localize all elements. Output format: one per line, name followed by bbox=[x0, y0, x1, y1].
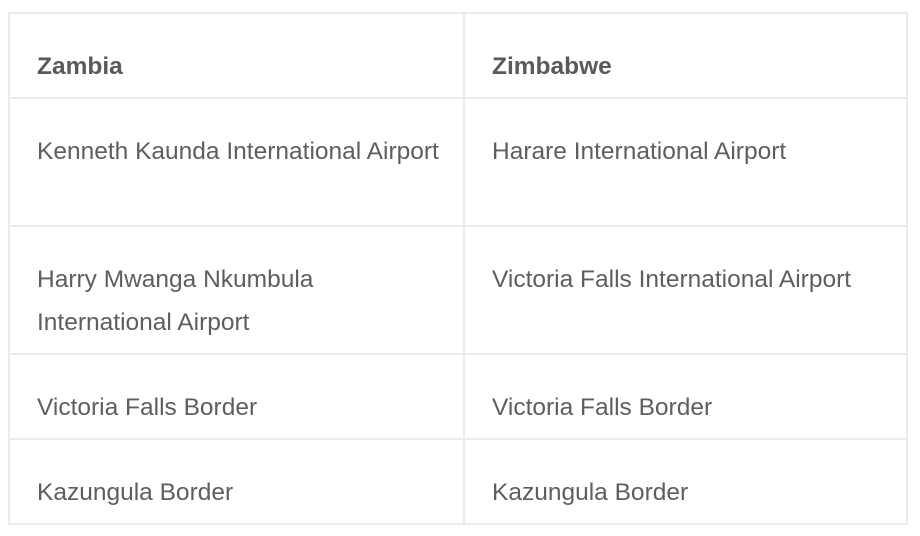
table-row: Kenneth Kaunda International Airport Har… bbox=[8, 97, 908, 227]
cell-zambia: Kenneth Kaunda International Airport bbox=[8, 97, 465, 227]
cell-zimbabwe: Victoria Falls International Airport bbox=[463, 225, 908, 355]
header-row: Zambia Zimbabwe bbox=[8, 12, 908, 99]
table-row: Victoria Falls Border Victoria Falls Bor… bbox=[8, 353, 908, 440]
cell-zambia: Victoria Falls Border bbox=[8, 353, 465, 440]
table-row: Harry Mwanga Nkumbula International Airp… bbox=[8, 225, 908, 355]
header-zimbabwe: Zimbabwe bbox=[463, 12, 908, 99]
cell-zambia: Harry Mwanga Nkumbula International Airp… bbox=[8, 225, 465, 355]
cell-zimbabwe: Kazungula Border bbox=[463, 438, 908, 525]
cell-zimbabwe: Harare International Airport bbox=[463, 97, 908, 227]
cell-zimbabwe: Victoria Falls Border bbox=[463, 353, 908, 440]
entry-points-table: Zambia Zimbabwe Kenneth Kaunda Internati… bbox=[8, 12, 908, 525]
table-row: Kazungula Border Kazungula Border bbox=[8, 438, 908, 525]
header-zambia: Zambia bbox=[8, 12, 465, 99]
cell-zambia: Kazungula Border bbox=[8, 438, 465, 525]
